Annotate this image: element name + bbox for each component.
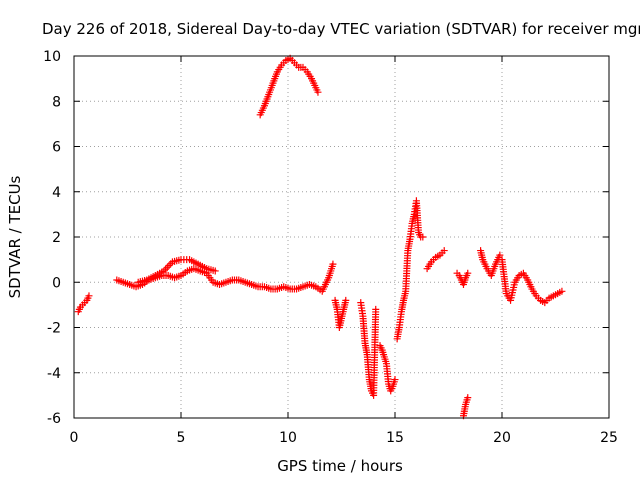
series-segment-h	[498, 256, 566, 307]
series-low-spike	[459, 394, 472, 420]
series-mid-dip	[331, 296, 350, 331]
x-tick-label: 25	[600, 430, 618, 446]
series-segment-f	[453, 269, 472, 289]
data-points	[74, 54, 566, 420]
data-point-marker	[163, 263, 171, 271]
x-tick-label: 15	[386, 430, 404, 446]
series-segment-e	[423, 247, 448, 273]
y-tick-label: -2	[47, 321, 61, 337]
y-tick-label: 6	[52, 140, 61, 156]
x-tick-label: 5	[177, 430, 186, 446]
series-segment-g	[477, 247, 504, 279]
data-point-marker	[558, 287, 566, 295]
data-point-marker	[211, 267, 219, 275]
data-point-marker	[440, 247, 448, 255]
plot-frame	[73, 55, 610, 419]
data-point-marker	[464, 269, 472, 277]
data-point-marker	[314, 88, 322, 96]
series-main-upper	[134, 256, 219, 286]
series-peak	[256, 54, 322, 119]
series-dip-a	[357, 299, 380, 399]
y-tick-label: 0	[52, 275, 61, 291]
series-rise	[393, 197, 427, 343]
chart-title: Day 226 of 2018, Sidereal Day-to-day VTE…	[42, 20, 640, 38]
data-point-marker	[165, 262, 173, 270]
x-axis-label: GPS time / hours	[277, 457, 403, 475]
data-point-marker	[372, 305, 380, 313]
data-point-marker	[464, 394, 472, 402]
axis-ticks: 0 5 10 15 20 25 -6 -4 -2 0 2 4 6 8 10	[43, 49, 618, 446]
y-tick-label: 2	[52, 230, 61, 246]
series-early	[74, 292, 93, 316]
data-point-marker	[496, 251, 504, 259]
series-dip-b	[376, 342, 399, 395]
data-point-marker	[85, 292, 93, 300]
y-tick-label: 4	[52, 185, 61, 201]
data-point-marker	[391, 376, 399, 384]
data-point-marker	[419, 233, 427, 241]
series-main-lower	[113, 260, 337, 295]
x-tick-label: 10	[279, 430, 297, 446]
y-tick-label: 8	[52, 94, 61, 110]
y-axis-label: SDTVAR / TECUs	[6, 175, 24, 298]
y-tick-label: 10	[43, 49, 61, 65]
x-tick-label: 20	[493, 430, 511, 446]
grid-lines	[74, 56, 609, 418]
x-tick-label: 0	[70, 430, 79, 446]
y-tick-label: -4	[47, 366, 61, 382]
data-point-marker	[342, 296, 350, 304]
data-point-marker	[329, 260, 337, 268]
y-tick-label: -6	[47, 411, 61, 427]
